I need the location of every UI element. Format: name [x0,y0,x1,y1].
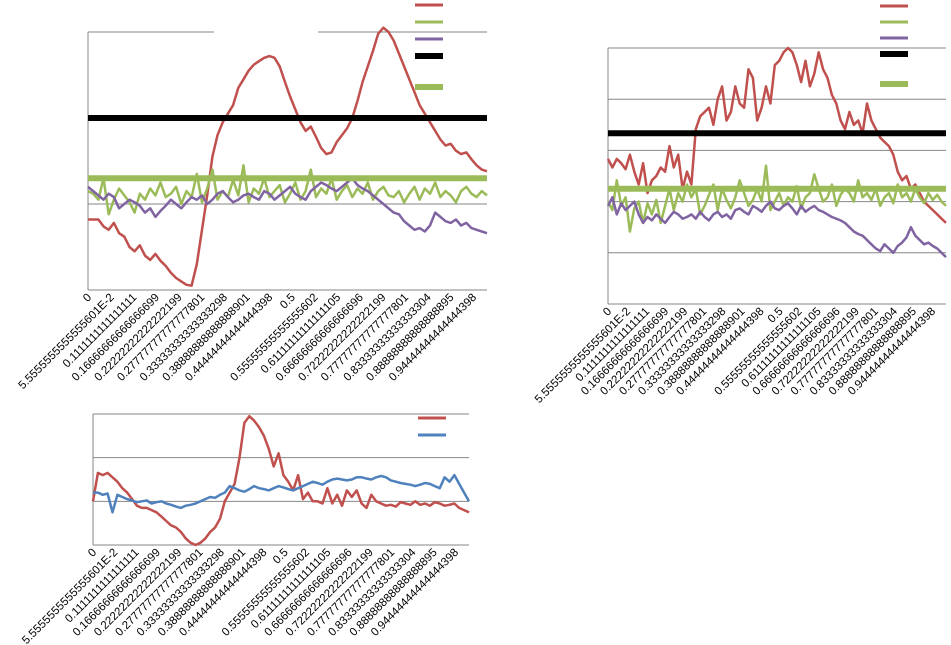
x-tick-label: 0 [601,306,614,319]
series-line-1 [606,46,947,224]
x-tick-label: 0 [81,292,94,305]
x-tick-label: 0 [86,547,99,560]
series-line-1 [88,26,488,287]
series-line-2 [93,473,471,514]
series-line-3 [606,196,947,258]
series-line-2 [606,164,947,233]
series-line-1 [91,414,470,547]
series-line-3 [87,176,488,235]
series-line-2 [87,164,488,216]
